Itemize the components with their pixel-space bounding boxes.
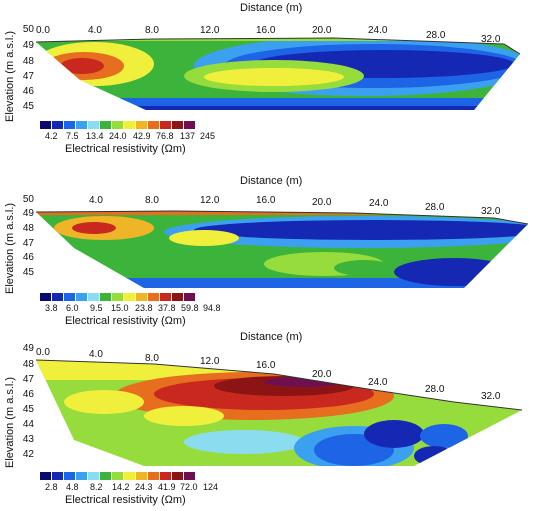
colorbar-label: 24.3 [135, 482, 153, 492]
x-tick: 32.0 [481, 206, 501, 217]
x-tick: 8.0 [145, 353, 159, 364]
section-panel-2: Distance (m) Elevation (m a.s.l.) 50 49 … [0, 170, 550, 340]
x-tick: 8.0 [145, 195, 159, 206]
colorbar-label: 37.8 [158, 303, 176, 313]
x-tick: 20.0 [312, 25, 332, 36]
colorbar-label: 13.4 [86, 131, 104, 141]
colorbar-label: 94.8 [203, 303, 221, 313]
y-tick: 49 [22, 208, 34, 219]
x-tick: 4.0 [89, 349, 103, 360]
x-tick: 20.0 [312, 197, 332, 208]
section-panel-1: Distance (m) Elevation (m a.s.l.) 50 49 … [0, 0, 550, 170]
x-tick: 12.0 [200, 195, 220, 206]
colorbar-label: 4.8 [66, 482, 79, 492]
y-tick: 44 [22, 419, 34, 430]
colorbar-label: 42.9 [133, 131, 151, 141]
x-axis-title: Distance (m) [240, 175, 303, 187]
section-panel-3: Distance (m) Elevation (m a.s.l.) 49 48 … [0, 330, 550, 511]
colorbar [40, 121, 196, 129]
colorbar-label: 6.0 [66, 303, 79, 313]
y-tick: 48 [22, 359, 34, 370]
y-tick: 47 [22, 238, 34, 249]
y-tick: 43 [22, 434, 34, 445]
x-tick: 20.0 [312, 369, 332, 380]
colorbar-label: 72.0 [180, 482, 198, 492]
x-tick: 28.0 [425, 202, 445, 213]
x-tick: 0.0 [36, 25, 50, 36]
colorbar-label: 41.9 [158, 482, 176, 492]
x-tick: 16.0 [256, 25, 276, 36]
y-tick: 48 [22, 223, 34, 234]
x-tick: 24.0 [369, 198, 389, 209]
x-tick: 12.0 [200, 356, 220, 367]
colorbar-label: 14.2 [112, 482, 130, 492]
colorbar-label: 3.8 [45, 303, 58, 313]
x-tick: 8.0 [145, 25, 159, 36]
y-tick: 45 [22, 267, 34, 278]
colorbar-label: 124 [203, 482, 219, 492]
resistivity-section [35, 359, 523, 466]
y-tick: 47 [22, 374, 34, 385]
y-tick: 49 [22, 40, 34, 51]
x-tick: 24.0 [368, 377, 388, 388]
colorbar [40, 293, 196, 301]
x-tick: 16.0 [256, 360, 276, 371]
x-tick: 24.0 [368, 25, 388, 36]
y-tick: 42 [22, 449, 34, 460]
resistivity-section [35, 210, 529, 288]
y-tick: 50 [22, 194, 34, 205]
colorbar-label: 9.5 [90, 303, 103, 313]
y-tick: 46 [22, 252, 34, 263]
y-tick: 46 [22, 389, 34, 400]
x-tick: 4.0 [88, 25, 102, 36]
x-tick: 28.0 [425, 384, 445, 395]
y-tick: 45 [22, 404, 34, 415]
y-tick: 48 [22, 56, 34, 67]
y-tick: 47 [22, 71, 34, 82]
x-tick: 32.0 [481, 391, 501, 402]
x-tick: 16.0 [256, 195, 276, 206]
colorbar-label: 4.2 [45, 131, 58, 141]
colorbar-title: Electrical resistivity (Ωm) [65, 143, 186, 155]
colorbar-title: Electrical resistivity (Ωm) [65, 315, 186, 327]
y-tick: 46 [22, 86, 34, 97]
colorbar [40, 472, 196, 480]
colorbar-label: 8.2 [90, 482, 103, 492]
x-tick: 28.0 [426, 30, 446, 41]
x-tick: 32.0 [481, 34, 501, 45]
colorbar-label: 137 [180, 131, 196, 141]
x-tick: 12.0 [200, 25, 220, 36]
x-tick: 0.0 [36, 347, 50, 358]
colorbar-label: 15.0 [111, 303, 129, 313]
colorbar-label: 7.5 [66, 131, 79, 141]
colorbar-label: 2.8 [45, 482, 58, 492]
x-axis-title: Distance (m) [240, 2, 303, 14]
colorbar-label: 59.8 [181, 303, 199, 313]
y-tick: 49 [22, 343, 34, 354]
x-axis-title: Distance (m) [240, 331, 303, 343]
resistivity-section [35, 37, 521, 110]
colorbar-label: 23.8 [135, 303, 153, 313]
colorbar-label: 24.0 [109, 131, 127, 141]
colorbar-label: 245 [200, 131, 216, 141]
x-tick: 4.0 [89, 195, 103, 206]
y-tick: 45 [22, 101, 34, 112]
y-tick: 50 [22, 24, 34, 35]
colorbar-title: Electrical resistivity (Ωm) [65, 494, 186, 506]
colorbar-label: 76.8 [156, 131, 174, 141]
